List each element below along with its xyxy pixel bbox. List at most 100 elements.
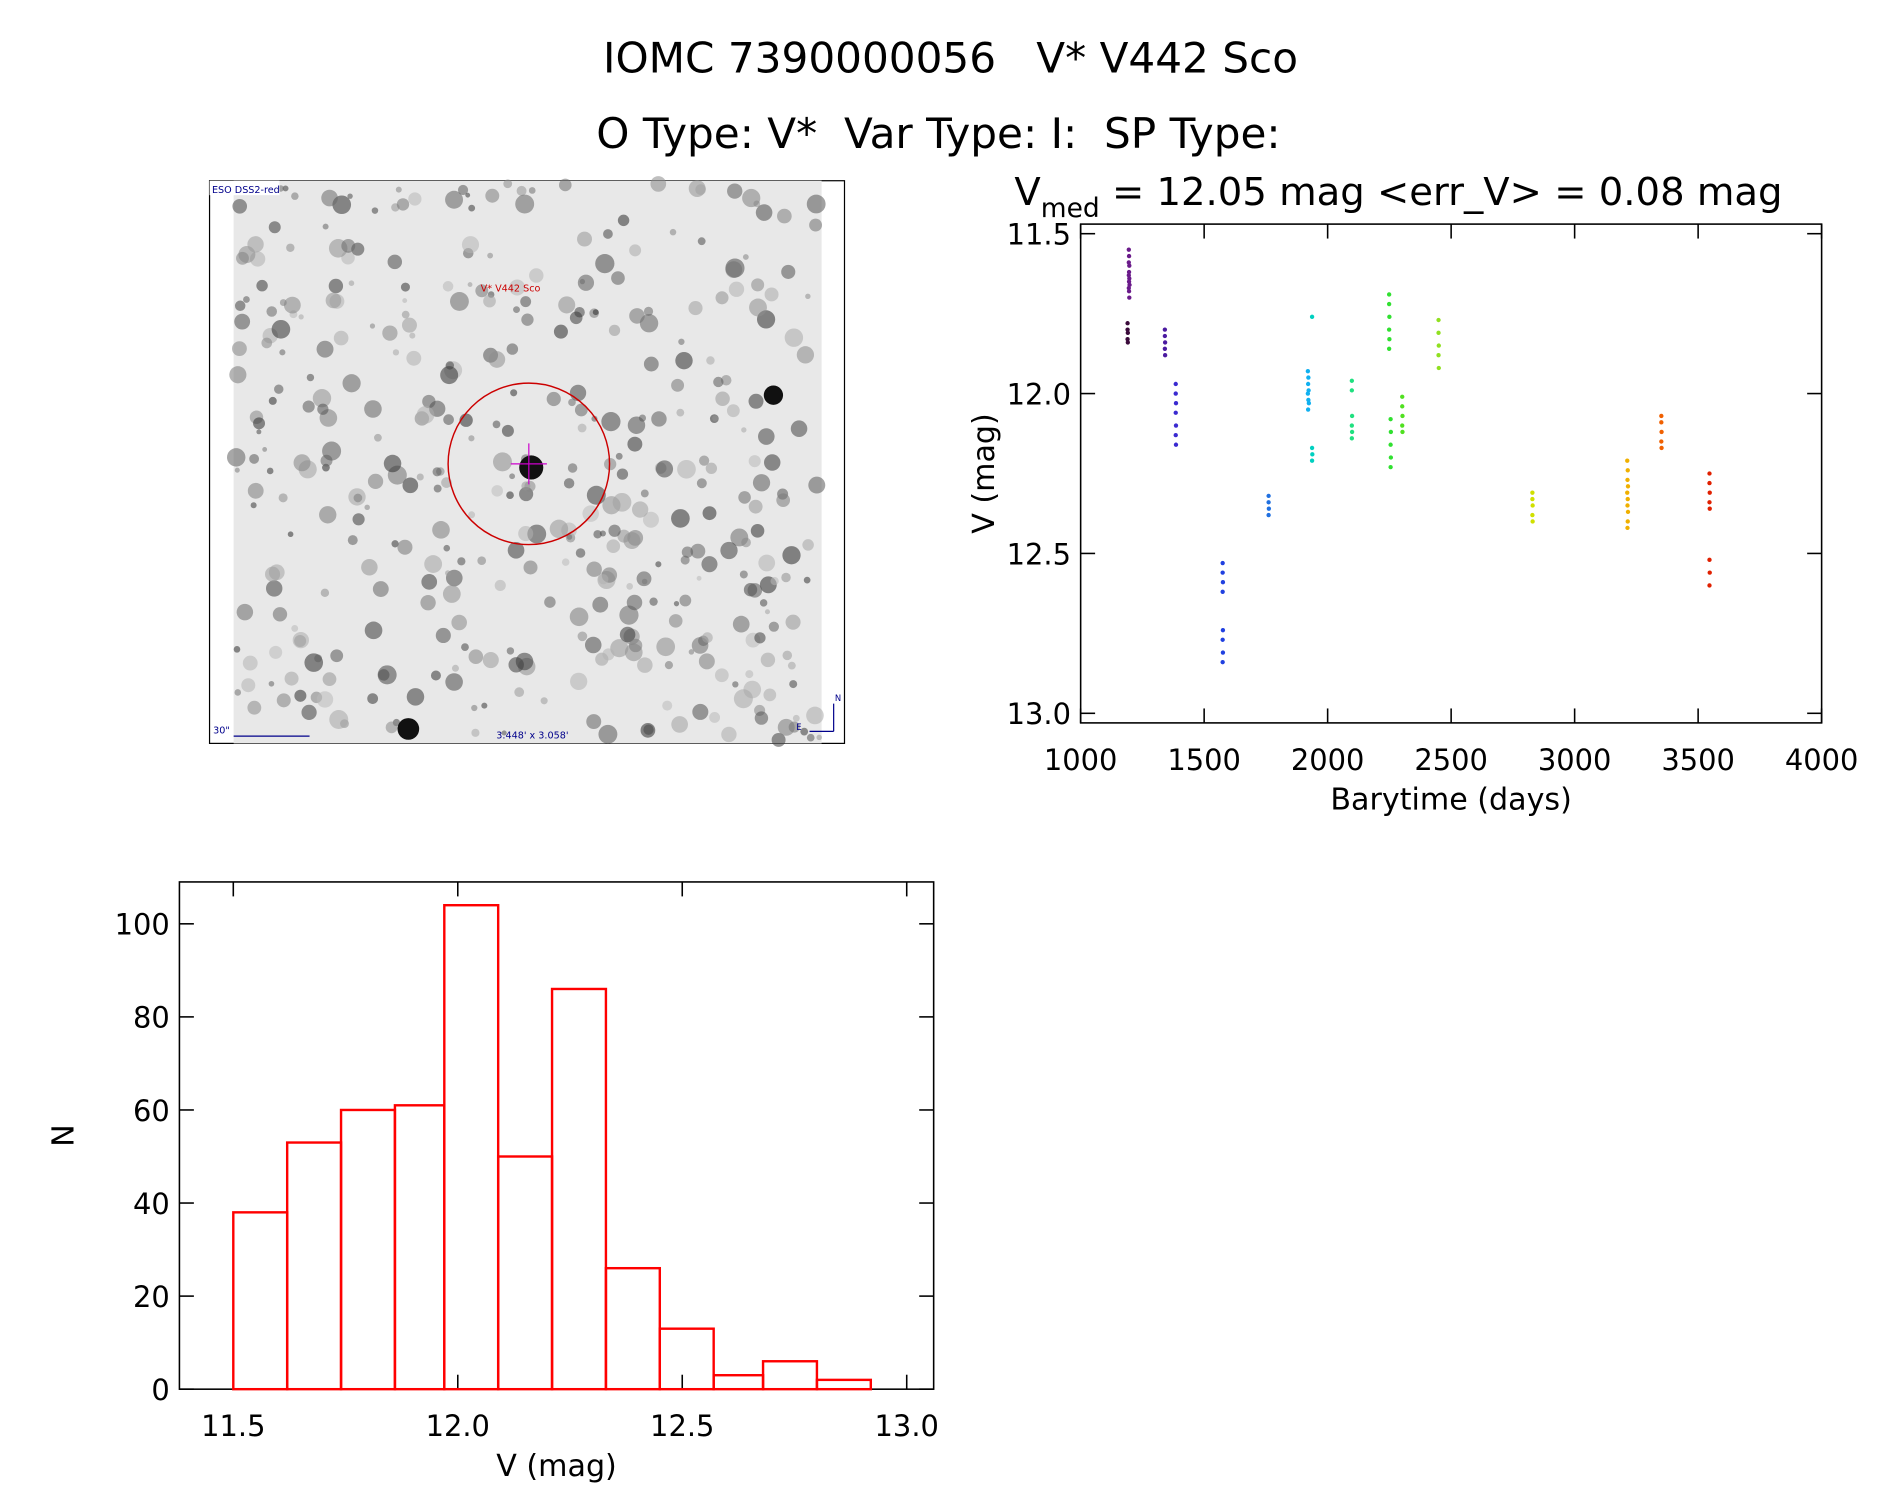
data-point (1386, 301, 1392, 307)
x-axis-label: Barytime (days) (1330, 783, 1571, 818)
y-tick-label: 13.0 (1007, 697, 1071, 731)
star (501, 424, 514, 437)
data-point (1125, 337, 1130, 342)
star (322, 672, 337, 687)
star (789, 680, 798, 689)
star (329, 710, 349, 730)
star (584, 636, 602, 654)
star (759, 599, 768, 607)
x-tick-label: 11.5 (201, 1409, 265, 1443)
star (643, 306, 654, 316)
star (301, 704, 317, 720)
star (610, 639, 629, 658)
star (457, 557, 466, 566)
star (387, 254, 403, 270)
star (319, 506, 337, 524)
star (266, 467, 274, 475)
star (461, 236, 480, 254)
star (302, 400, 315, 413)
data-point (1625, 525, 1630, 531)
data-point (1707, 570, 1712, 575)
star (728, 281, 745, 297)
star (612, 492, 632, 512)
star (570, 672, 588, 691)
data-point (1127, 276, 1132, 281)
data-point (1220, 580, 1226, 585)
x-tick-label: 1500 (1167, 743, 1241, 777)
star (784, 328, 804, 347)
data-point (1707, 557, 1712, 563)
star (688, 180, 706, 197)
star (265, 566, 281, 582)
star (330, 649, 344, 663)
star (771, 732, 786, 747)
scale-label: 30" (213, 726, 230, 737)
data-point (1625, 484, 1631, 489)
star (471, 704, 478, 712)
target-label: V* V442 Sco (481, 284, 541, 295)
y-axis-label: N (46, 1124, 81, 1147)
star (232, 198, 248, 214)
data-point (1266, 512, 1271, 518)
data-point (1126, 247, 1131, 252)
y-tick-label: 80 (133, 1001, 170, 1035)
star (574, 403, 588, 417)
star (367, 473, 384, 489)
star (569, 607, 589, 627)
star (395, 186, 402, 193)
star (680, 555, 690, 565)
title-part: = 12.05 mag <err_V> = 0.08 mag (1100, 170, 1783, 215)
star (397, 718, 420, 740)
x-tick-label: 1000 (1044, 743, 1118, 777)
data-point (1707, 500, 1712, 505)
star (481, 702, 488, 709)
data-point (1388, 429, 1394, 435)
data-point (1162, 353, 1168, 358)
y-tick-label: 40 (133, 1187, 170, 1221)
star (747, 583, 763, 598)
data-point (1530, 519, 1535, 524)
star (598, 574, 609, 585)
star (507, 541, 525, 559)
star (268, 396, 277, 405)
star (361, 559, 378, 576)
histogram-bar (232, 1211, 289, 1391)
data-point (1305, 381, 1311, 387)
star (333, 330, 349, 346)
histogram-bar (285, 1141, 343, 1391)
histogram-bar (712, 1374, 765, 1391)
star (671, 716, 688, 733)
star (751, 278, 765, 292)
star (348, 488, 366, 506)
data-point (1220, 570, 1225, 575)
star (796, 346, 815, 364)
star (561, 558, 570, 566)
star (742, 254, 749, 260)
star (748, 393, 764, 409)
y-tick-label: 20 (133, 1280, 170, 1314)
star (770, 576, 779, 586)
x-tick-label: 13.0 (875, 1409, 939, 1443)
data-point (1349, 378, 1355, 383)
star (241, 678, 256, 693)
data-point (1305, 391, 1311, 396)
star (592, 309, 599, 316)
star (262, 446, 268, 452)
star (758, 428, 775, 445)
star (475, 284, 489, 298)
y-tick-label: 12.5 (1007, 537, 1071, 571)
star (364, 621, 383, 640)
star (276, 693, 291, 708)
star (442, 585, 461, 603)
star (293, 454, 311, 472)
star (514, 687, 525, 698)
star (468, 204, 476, 212)
title-part: V (1014, 170, 1041, 215)
north-label: N (835, 693, 841, 703)
star (643, 356, 659, 372)
star (306, 373, 315, 382)
star (513, 306, 520, 314)
star (492, 420, 501, 429)
star (518, 526, 534, 542)
star (742, 188, 761, 208)
